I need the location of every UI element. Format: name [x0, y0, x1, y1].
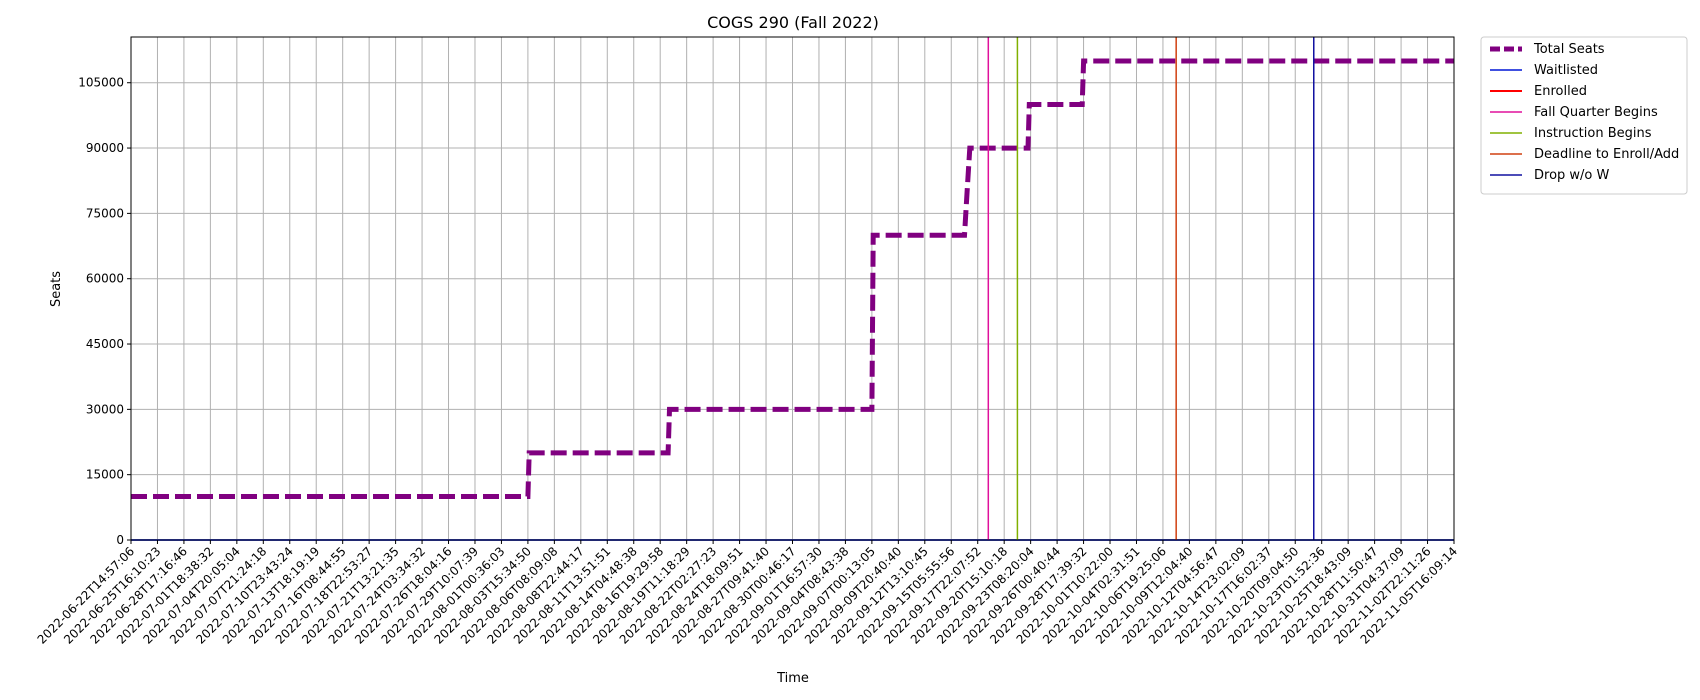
legend-box: [1480, 36, 1688, 195]
y-tick-label: 75000: [86, 206, 124, 220]
y-tick-label: 45000: [86, 337, 124, 351]
y-tick-label: 0: [116, 533, 124, 547]
series-line-total-seats: [131, 58, 1454, 499]
legend-label: Waitlisted: [1534, 63, 1598, 78]
x-axis: 2022-06-22T14:57:062022-06-25T16:10:2320…: [35, 540, 1460, 647]
chart-title: COGS 290 (Fall 2022): [707, 13, 879, 32]
legend-label: Deadline to Enroll/Add: [1534, 147, 1679, 162]
y-tick-label: 90000: [86, 141, 124, 155]
legend-label: Enrolled: [1534, 84, 1587, 99]
y-tick-label: 105000: [78, 76, 124, 90]
x-axis-label: Time: [776, 671, 809, 686]
legend: Total Seats Waitlisted Enrolled Fall Quarte…: [1480, 36, 1688, 195]
y-tick-label: 60000: [86, 272, 124, 286]
y-tick-label: 30000: [86, 402, 124, 416]
legend-label: Fall Quarter Begins: [1534, 105, 1658, 120]
grid: [130, 37, 1455, 541]
y-axis: 0 15000 30000 45000 60000 75000 90000 105000: [78, 76, 131, 547]
y-axis-label: Seats: [49, 271, 64, 307]
legend-label: Instruction Begins: [1534, 126, 1652, 141]
legend-label: Total Seats: [1533, 42, 1605, 57]
event-layer: [987, 37, 1315, 540]
legend-label: Drop w/o W: [1534, 168, 1610, 183]
y-tick-label: 15000: [86, 468, 124, 482]
